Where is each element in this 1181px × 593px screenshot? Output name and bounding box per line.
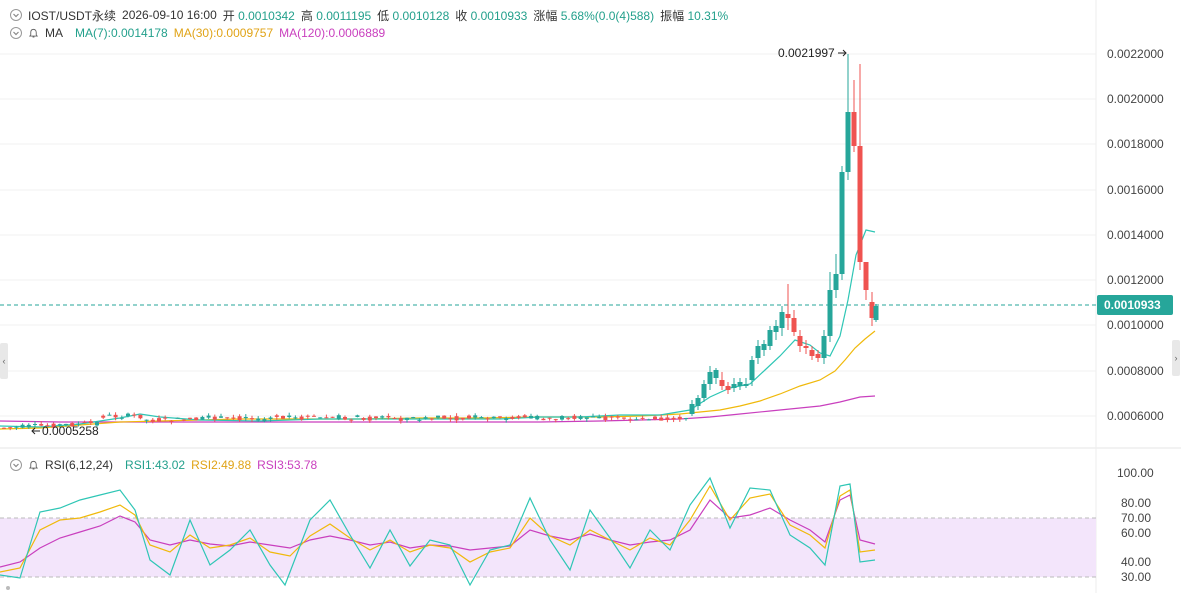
price-tick: 0.0022000 (1107, 47, 1164, 61)
current-price-value: 0.0010933 (1104, 298, 1161, 312)
bell-icon[interactable] (28, 460, 39, 471)
scroll-indicator-icon[interactable] (6, 586, 10, 590)
arrow-right-icon (838, 49, 847, 57)
right-collapse-handle[interactable]: › (1172, 340, 1180, 376)
rsi2-line (0, 484, 876, 573)
collapse-chevron-icon[interactable] (10, 27, 22, 39)
ma-legend-row: MA MA(7):0.0014178 MA(30):0.0009757 MA(1… (10, 25, 385, 41)
symbol-label[interactable]: IOST/USDT永续 (28, 8, 117, 23)
high-value: 0.0011195 (316, 8, 372, 23)
ma120-value: MA(120):0.0006889 (279, 26, 386, 40)
amplitude-value: 10.31% (687, 8, 729, 23)
candlesticks (2, 54, 879, 431)
low-value: 0.0010128 (392, 8, 450, 23)
left-collapse-handle[interactable]: ‹ (0, 343, 8, 379)
ma7-line (0, 229, 876, 428)
price-tick: 0.0016000 (1107, 183, 1164, 197)
rsi3-value: RSI3:53.78 (257, 458, 318, 472)
high-marker-label: 0.0021997 (778, 46, 835, 60)
ma30-value: MA(30):0.0009757 (173, 26, 274, 40)
price-tick: 0.0020000 (1107, 92, 1164, 106)
rsi2-value: RSI2:49.88 (191, 458, 252, 472)
close-value: 0.0010933 (470, 8, 528, 23)
open-value: 0.0010342 (238, 8, 295, 23)
rsi-band (0, 518, 1096, 577)
ma7-value: MA(7):0.0014178 (75, 26, 168, 40)
price-tick: 0.0018000 (1107, 137, 1164, 151)
rsi-legend-row: RSI(6,12,24) RSI1:43.02 RSI2:49.88 RSI3:… (10, 457, 317, 473)
close-label: 收 (455, 8, 468, 23)
rsi-tick: 30.00 (1121, 570, 1151, 584)
collapse-chevron-icon[interactable] (10, 459, 22, 471)
open-label: 开 (222, 8, 235, 23)
rsi-tick: 70.00 (1121, 511, 1151, 525)
amplitude-label: 振幅 (660, 8, 685, 23)
rsi1-line (0, 476, 876, 587)
change-label: 涨幅 (533, 8, 558, 23)
low-marker-label: 0.0005258 (42, 424, 99, 438)
price-tick: 0.0012000 (1107, 273, 1164, 287)
ma120-line (0, 395, 876, 423)
rsi-axis: 100.00 80.00 70.00 60.00 40.00 30.00 (1117, 466, 1154, 584)
bell-icon[interactable] (28, 28, 39, 39)
ohlc-info-row: IOST/USDT永续 2026-09-10 16:00 开 0.0010342… (10, 7, 728, 23)
current-price-tag (1097, 295, 1173, 315)
rsi1-value: RSI1:43.02 (125, 458, 186, 472)
datetime-label: 2026-09-10 16:00 (122, 8, 217, 22)
rsi-tick: 100.00 (1117, 466, 1154, 480)
rsi-tick: 80.00 (1121, 496, 1151, 510)
rsi-indicator-label[interactable]: RSI(6,12,24) (45, 458, 114, 472)
collapse-chevron-icon[interactable] (10, 9, 22, 21)
low-label: 低 (377, 8, 390, 23)
price-axis: 0.0022000 0.0020000 0.0018000 0.0016000 … (1107, 47, 1164, 423)
ma30-line (0, 330, 876, 430)
rsi-tick: 60.00 (1121, 526, 1151, 540)
price-tick: 0.0010000 (1107, 318, 1164, 332)
price-tick: 0.0014000 (1107, 228, 1164, 242)
rsi-tick: 40.00 (1121, 555, 1151, 569)
price-tick: 0.0006000 (1107, 409, 1164, 423)
high-label: 高 (300, 8, 313, 23)
arrow-left-icon (31, 427, 40, 435)
price-grid (0, 53, 1181, 449)
ma-indicator-label[interactable]: MA (45, 26, 63, 40)
price-tick: 0.0008000 (1107, 364, 1164, 378)
change-value: 5.68%(0.0(4)588) (560, 8, 655, 23)
